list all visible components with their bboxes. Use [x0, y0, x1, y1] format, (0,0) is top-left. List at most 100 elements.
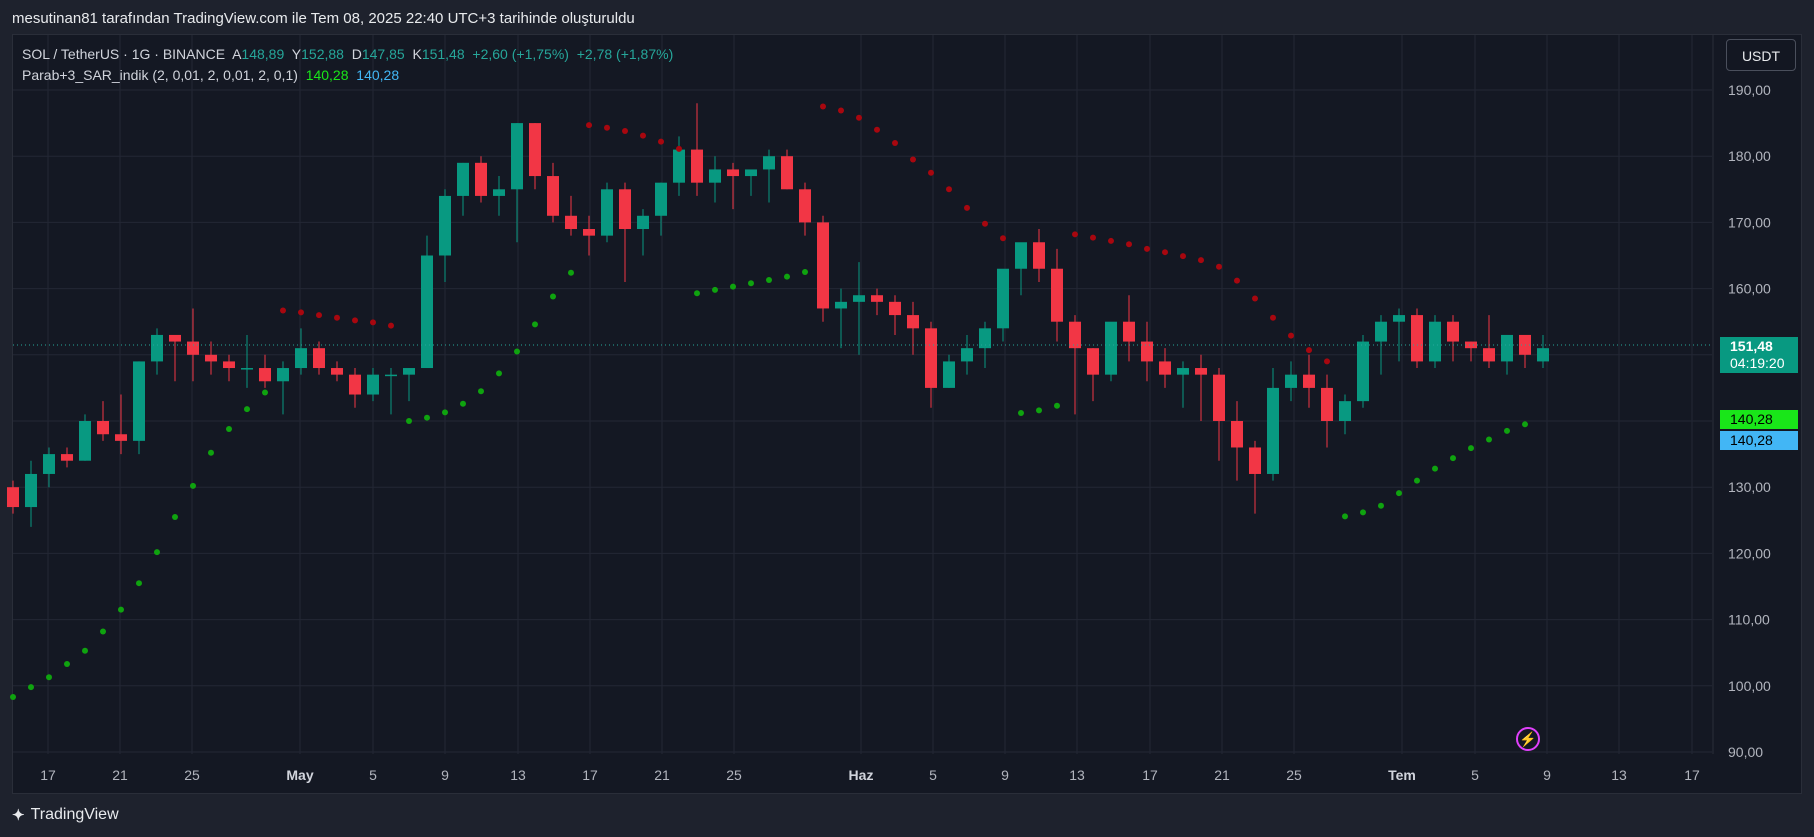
candle-body[interactable]: [1177, 368, 1189, 375]
candle-body[interactable]: [1375, 321, 1387, 342]
candle-body[interactable]: [871, 295, 883, 302]
candle-body[interactable]: [943, 361, 955, 388]
candle-body[interactable]: [115, 434, 127, 441]
sar-dot: [1090, 234, 1096, 241]
candle-body[interactable]: [223, 361, 235, 369]
candle-body[interactable]: [781, 156, 793, 190]
candle-body[interactable]: [1213, 374, 1225, 421]
candle-body[interactable]: [295, 348, 307, 369]
candle-body[interactable]: [745, 169, 757, 177]
candle-body[interactable]: [1465, 341, 1477, 349]
sar-dot: [748, 280, 754, 287]
candle-body[interactable]: [547, 176, 559, 216]
candle-body[interactable]: [7, 487, 19, 508]
candle-body[interactable]: [43, 454, 55, 474]
candle-body[interactable]: [349, 374, 361, 395]
candle-body[interactable]: [637, 215, 649, 230]
candle-body[interactable]: [511, 123, 523, 190]
x-tick-label: 13: [510, 767, 526, 783]
candle-body[interactable]: [1249, 447, 1261, 474]
candle-body[interactable]: [1537, 348, 1549, 362]
candle-body[interactable]: [187, 341, 199, 355]
candle-body[interactable]: [259, 368, 271, 382]
sar-dot: [478, 388, 484, 395]
candle-body[interactable]: [439, 195, 451, 256]
candle-body[interactable]: [655, 182, 667, 216]
candle-body[interactable]: [997, 268, 1009, 329]
candle-body[interactable]: [709, 169, 721, 183]
candle-body[interactable]: [691, 149, 703, 183]
candle-body[interactable]: [835, 301, 847, 309]
candle-body[interactable]: [1339, 401, 1351, 421]
y-tick-label: 110,00: [1728, 612, 1770, 628]
candle-body[interactable]: [331, 368, 343, 375]
x-tick-label: 13: [1069, 767, 1085, 783]
candle-body[interactable]: [1303, 374, 1315, 388]
candle-body[interactable]: [1411, 315, 1423, 362]
candle-body[interactable]: [1321, 387, 1333, 421]
candle-body[interactable]: [889, 301, 901, 316]
candle-body[interactable]: [1483, 348, 1495, 362]
candle-body[interactable]: [457, 162, 469, 196]
candle-body[interactable]: [583, 229, 595, 236]
lightning-icon[interactable]: ⚡: [1516, 727, 1540, 751]
candle-body[interactable]: [1123, 321, 1135, 342]
candle-body[interactable]: [907, 315, 919, 329]
candle-body[interactable]: [817, 222, 829, 309]
snapshot-header: mesutinan81 tarafından TradingView.com i…: [0, 0, 1814, 34]
candle-body[interactable]: [277, 368, 289, 382]
candle-body[interactable]: [79, 421, 91, 461]
candle-body[interactable]: [313, 348, 325, 369]
indicator-label[interactable]: Parab+3_SAR_indik (2, 0,01, 2, 0,01, 2, …: [22, 67, 298, 83]
candle-body[interactable]: [1105, 321, 1117, 375]
candle-body[interactable]: [97, 421, 109, 435]
candle-body[interactable]: [403, 368, 415, 375]
candle-body[interactable]: [961, 348, 973, 362]
candle-body[interactable]: [601, 189, 613, 236]
candle-body[interactable]: [205, 354, 217, 362]
candle-body[interactable]: [1033, 242, 1045, 269]
candle-body[interactable]: [799, 189, 811, 223]
candle-body[interactable]: [367, 374, 379, 395]
candle-body[interactable]: [25, 473, 37, 508]
candle-body[interactable]: [1393, 315, 1405, 322]
candle-body[interactable]: [853, 295, 865, 302]
candle-body[interactable]: [1285, 374, 1297, 388]
candle-body[interactable]: [619, 189, 631, 230]
candle-body[interactable]: [565, 215, 577, 230]
currency-button[interactable]: USDT: [1726, 39, 1796, 71]
symbol-label[interactable]: SOL / TetherUS · 1G · BINANCE: [22, 46, 226, 62]
candle-body[interactable]: [1069, 321, 1081, 349]
candle-body[interactable]: [151, 334, 163, 362]
sar-dot: [226, 425, 232, 432]
candle-body[interactable]: [241, 368, 253, 370]
candle-body[interactable]: [763, 156, 775, 170]
candle-body[interactable]: [421, 255, 433, 369]
candle-body[interactable]: [1195, 368, 1207, 375]
candle-body[interactable]: [133, 361, 145, 441]
chart-frame[interactable]: [12, 34, 1802, 794]
candle-body[interactable]: [925, 328, 937, 388]
candle-body[interactable]: [979, 328, 991, 349]
candle-body[interactable]: [1501, 334, 1513, 362]
candle-body[interactable]: [1015, 242, 1027, 269]
candle-body[interactable]: [1357, 341, 1369, 402]
candle-body[interactable]: [1231, 421, 1243, 448]
candle-body[interactable]: [1051, 268, 1063, 322]
candle-body[interactable]: [673, 149, 685, 183]
candle-body[interactable]: [475, 162, 487, 196]
candle-body[interactable]: [1141, 341, 1153, 362]
tradingview-brand[interactable]: ✦ TradingView: [12, 806, 119, 824]
candle-body[interactable]: [61, 454, 73, 461]
candle-body[interactable]: [385, 374, 397, 377]
candle-body[interactable]: [1159, 361, 1171, 375]
candle-body[interactable]: [1429, 321, 1441, 362]
candle-body[interactable]: [529, 123, 541, 177]
candle-body[interactable]: [1447, 321, 1459, 342]
candle-body[interactable]: [1087, 348, 1099, 375]
candle-body[interactable]: [727, 169, 739, 177]
candle-body[interactable]: [493, 189, 505, 196]
candle-body[interactable]: [1267, 387, 1279, 474]
candle-body[interactable]: [169, 334, 181, 342]
